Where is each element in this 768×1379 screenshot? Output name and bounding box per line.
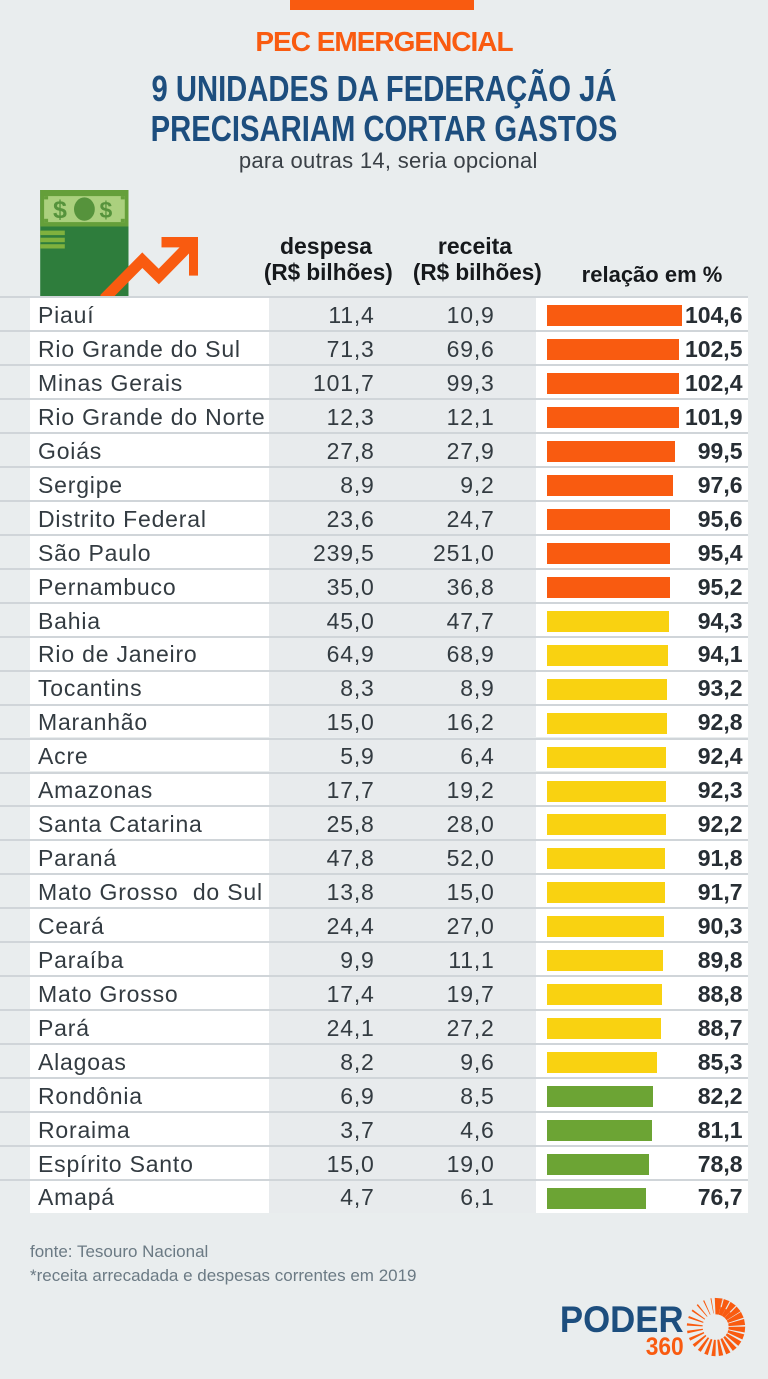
svg-text:$: $ bbox=[53, 196, 67, 224]
svg-text:$: $ bbox=[100, 197, 113, 223]
